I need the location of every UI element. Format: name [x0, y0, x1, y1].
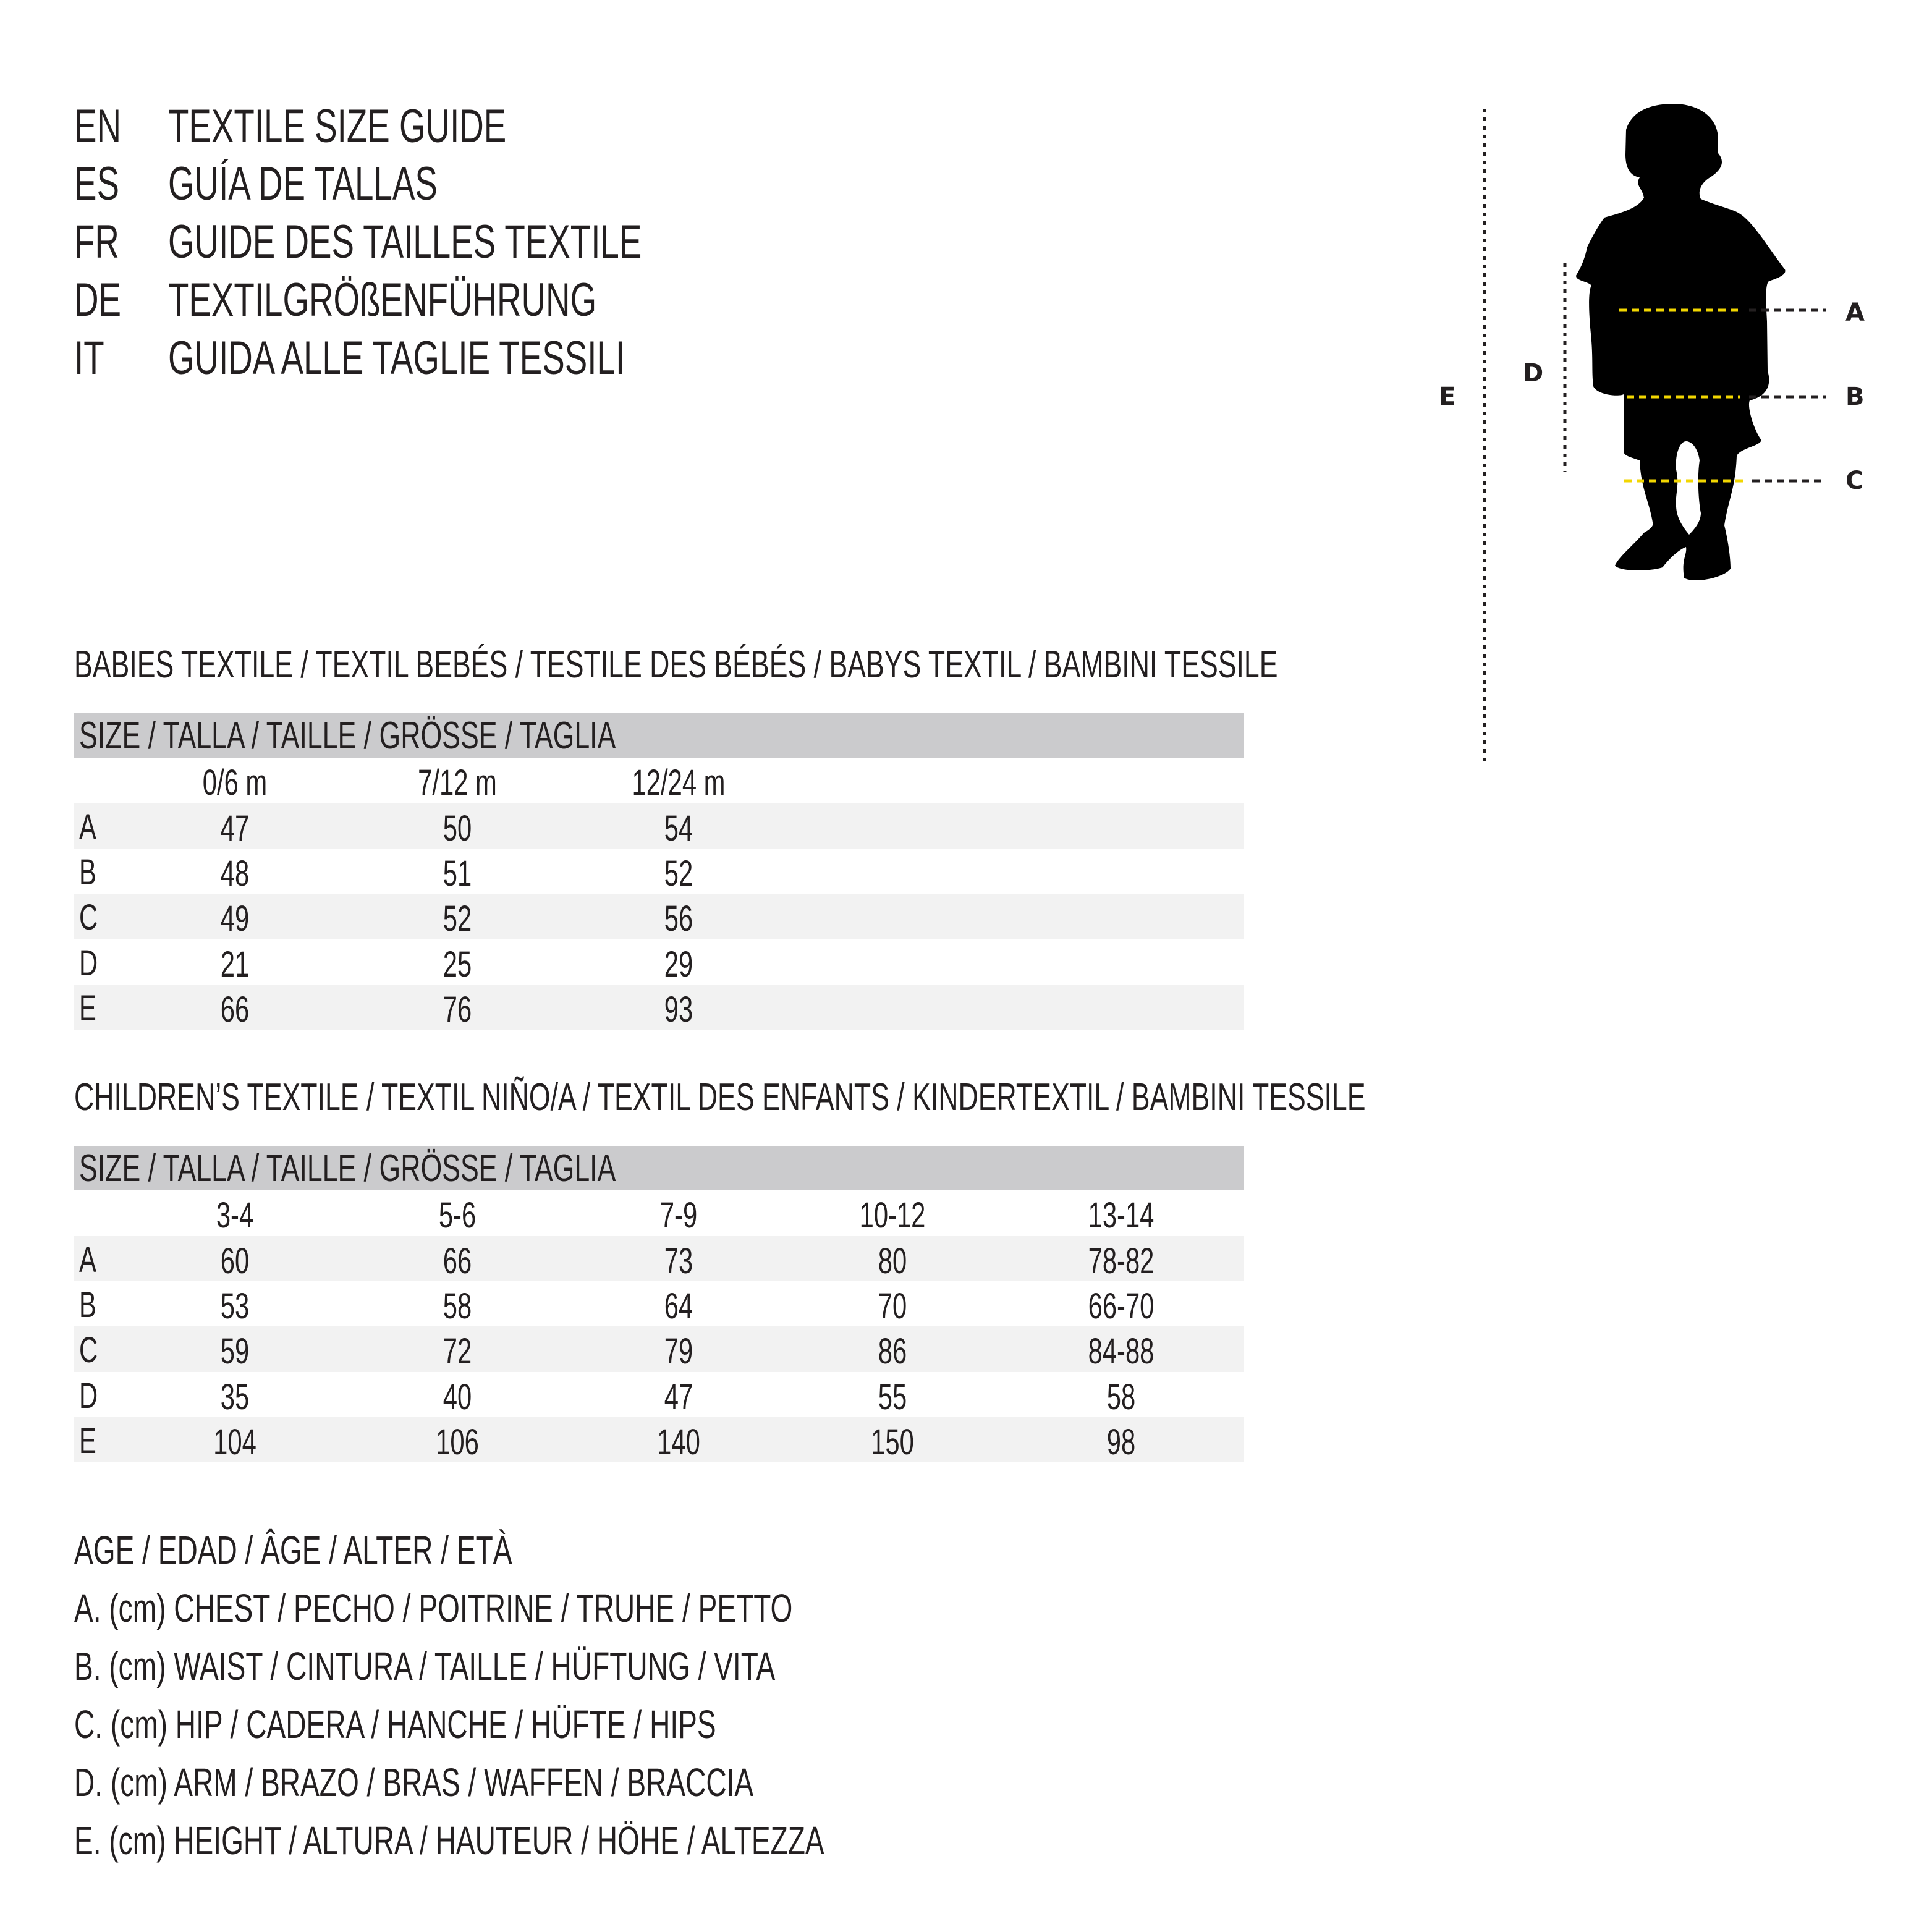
legend-line: C. (cm) HIP / CADERA / HANCHE / HÜFTE / …: [74, 1702, 716, 1747]
table-cell: 66: [220, 989, 250, 1030]
column-header: 5-6: [438, 1195, 477, 1235]
table-cell: 54: [664, 808, 693, 849]
table-cell: 64: [664, 1286, 693, 1327]
label-a: A: [1845, 299, 1865, 327]
table-cell: 53: [220, 1286, 250, 1327]
row-label: C: [79, 1330, 98, 1371]
table-cell: 56: [664, 899, 693, 939]
table-cell: 49: [220, 899, 250, 939]
column-header: 0/6 m: [202, 763, 268, 803]
table-cell: 78-82: [1088, 1241, 1155, 1281]
table-cell: 40: [443, 1376, 472, 1417]
table-cell: 35: [220, 1376, 250, 1417]
table-cell: 51: [443, 854, 472, 894]
row-label: C: [79, 897, 98, 938]
row-label: D: [79, 1375, 98, 1416]
label-d: D: [1523, 359, 1544, 388]
table-row-shade: [74, 894, 1244, 939]
table-cell: 60: [220, 1241, 250, 1281]
table-row-shade: [74, 803, 1244, 849]
legend-line: B. (cm) WAIST / CINTURA / TAILLE / HÜFTU…: [74, 1644, 776, 1688]
table-row-shade: [74, 1417, 1244, 1462]
table-cell: 150: [871, 1421, 914, 1462]
legend-line: E. (cm) HEIGHT / ALTURA / HAUTEUR / HÖHE…: [74, 1818, 824, 1863]
table-row-shade: [74, 984, 1244, 1030]
guide-title: GUÍA DE TALLAS: [168, 158, 438, 210]
column-header: 7-9: [659, 1195, 698, 1235]
legend-line: A. (cm) CHEST / PECHO / POITRINE / TRUHE…: [74, 1586, 793, 1630]
child-silhouette: [1576, 104, 1786, 581]
row-label: B: [79, 852, 96, 893]
section-title: CHILDREN’S TEXTILE / TEXTIL NIÑO/A / TEX…: [74, 1076, 1366, 1119]
label-e: E: [1439, 383, 1456, 411]
size-header-band: [74, 713, 1244, 758]
row-label: A: [79, 807, 96, 847]
table-cell: 52: [443, 899, 472, 939]
column-header: 13-14: [1088, 1195, 1155, 1235]
size-header-band: [74, 1146, 1244, 1190]
table-cell: 58: [443, 1286, 472, 1327]
size-header-label: SIZE / TALLA / TAILLE / GRÖSSE / TAGLIA: [79, 1147, 616, 1190]
table-cell: 52: [664, 854, 693, 894]
section-title: BABIES TEXTILE / TEXTIL BEBÉS / TESTILE …: [74, 643, 1278, 686]
table-cell: 72: [443, 1331, 472, 1372]
legend-line: D. (cm) ARM / BRAZO / BRAS / WAFFEN / BR…: [74, 1760, 754, 1805]
label-b: B: [1845, 383, 1865, 411]
column-header: 10-12: [859, 1195, 926, 1235]
table-cell: 84-88: [1088, 1331, 1155, 1372]
row-label: E: [79, 988, 96, 1028]
table-cell: 73: [664, 1241, 693, 1281]
lang-code: EN: [74, 100, 122, 153]
table-cell: 47: [220, 808, 250, 849]
lang-code: DE: [74, 274, 122, 326]
table-cell: 59: [220, 1331, 250, 1372]
legend-line: AGE / EDAD / ÂGE / ALTER / ETÀ: [74, 1528, 512, 1572]
lang-code: ES: [74, 158, 120, 210]
table-cell: 25: [443, 944, 472, 985]
column-header: 3-4: [216, 1195, 254, 1235]
table-cell: 76: [443, 989, 472, 1030]
table-cell: 93: [664, 989, 693, 1030]
table-cell: 106: [436, 1421, 479, 1462]
lang-code: IT: [74, 332, 104, 384]
lang-code: FR: [74, 216, 119, 268]
table-cell: 66-70: [1088, 1286, 1155, 1327]
table-cell: 140: [657, 1421, 700, 1462]
row-label: D: [79, 943, 98, 983]
table-cell: 98: [1106, 1421, 1136, 1462]
table-cell: 66: [443, 1241, 472, 1281]
table-cell: 21: [220, 944, 250, 985]
table-cell: 29: [664, 944, 693, 985]
guide-title: GUIDA ALLE TAGLIE TESSILI: [168, 332, 625, 384]
guide-title: TEXTILE SIZE GUIDE: [168, 100, 507, 153]
table-cell: 70: [878, 1286, 907, 1327]
size-header-label: SIZE / TALLA / TAILLE / GRÖSSE / TAGLIA: [79, 714, 616, 757]
column-header: 7/12 m: [418, 763, 497, 803]
label-c: C: [1845, 467, 1864, 495]
table-cell: 79: [664, 1331, 693, 1372]
table-cell: 47: [664, 1376, 693, 1417]
table-row-shade: [74, 1236, 1244, 1282]
table-row-shade: [74, 1326, 1244, 1372]
table-cell: 55: [878, 1376, 907, 1417]
row-label: E: [79, 1420, 96, 1461]
table-cell: 50: [443, 808, 472, 849]
row-label: B: [79, 1285, 96, 1326]
table-cell: 48: [220, 854, 250, 894]
guide-title: TEXTILGRÖßENFÜHRUNG: [168, 274, 597, 326]
table-cell: 86: [878, 1331, 907, 1372]
column-header: 12/24 m: [632, 763, 726, 803]
row-label: A: [79, 1240, 96, 1280]
guide-title: GUIDE DES TAILLES TEXTILE: [168, 216, 642, 268]
table-cell: 80: [878, 1241, 907, 1281]
table-cell: 58: [1106, 1376, 1136, 1417]
table-cell: 104: [213, 1421, 256, 1462]
